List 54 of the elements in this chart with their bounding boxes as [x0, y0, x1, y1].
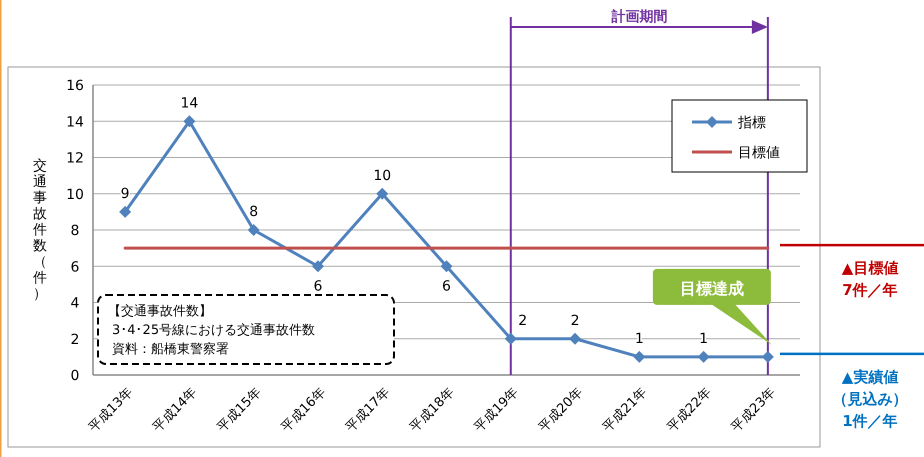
data-label: 2	[518, 312, 528, 329]
y-tick-label: 12	[66, 150, 84, 166]
point	[248, 224, 260, 236]
legend-label: 指標	[737, 115, 766, 131]
y-tick-label: 4	[70, 296, 80, 312]
annotation: 3･4･25号線における交通事故件数	[112, 322, 316, 338]
point	[312, 260, 324, 272]
text: ▲目標値	[842, 259, 898, 278]
x-tick-label: 平成15年	[214, 385, 265, 436]
x-tick-label: 平成21年	[600, 385, 650, 436]
point	[569, 332, 582, 345]
point	[633, 350, 646, 363]
data-label: 8	[249, 204, 258, 220]
point	[183, 115, 196, 128]
data-label: 10	[373, 168, 392, 184]
data-label: 14	[180, 95, 198, 112]
y-tick-label: 14	[66, 114, 84, 130]
x-tick-label: 平成20年	[536, 385, 586, 436]
data-label: 6	[313, 278, 322, 294]
y-tick-label: 6	[70, 259, 80, 276]
text: ▲実績値	[842, 368, 898, 386]
x-tick-label: 平成23年	[728, 385, 779, 436]
x-tick-label: 平成22年	[664, 385, 714, 436]
data-label: 2	[570, 312, 580, 329]
x-tick-label: 平成16年	[278, 385, 329, 436]
text: 7件／年	[842, 281, 898, 300]
data-label: 1	[634, 330, 644, 347]
y-tick-label: 10	[66, 186, 84, 203]
data-label: 1	[699, 330, 708, 347]
x-tick-label: 平成19年	[472, 385, 522, 436]
y-tick-label: 0	[70, 368, 80, 384]
point	[376, 188, 388, 200]
text: 1件／年	[842, 412, 898, 430]
x-tick-label: 平成17年	[343, 385, 394, 436]
point	[440, 260, 452, 272]
text: 計画期間	[610, 9, 668, 25]
point	[504, 332, 517, 345]
point	[762, 350, 774, 363]
y-tick-label: 16	[66, 78, 84, 94]
annotation: 【交通事故件数】	[108, 303, 212, 319]
annotation: 資料：船橋東警察署	[112, 341, 229, 357]
y-tick-label: 8	[70, 223, 80, 239]
legend-label: 目標値	[738, 145, 780, 161]
data-label: 6	[442, 278, 452, 294]
point	[698, 350, 710, 363]
x-tick-label: 平成18年	[407, 385, 458, 436]
text: （見込み）	[832, 390, 908, 408]
point	[119, 206, 132, 218]
x-tick-label: 平成13年	[86, 385, 136, 436]
data-label: 9	[120, 186, 130, 202]
y-tick-label: 2	[70, 332, 80, 348]
text: 交通事故件数（件）	[33, 158, 47, 302]
x-tick-label: 平成14年	[150, 385, 200, 436]
annotation: 目標達成	[680, 278, 744, 298]
